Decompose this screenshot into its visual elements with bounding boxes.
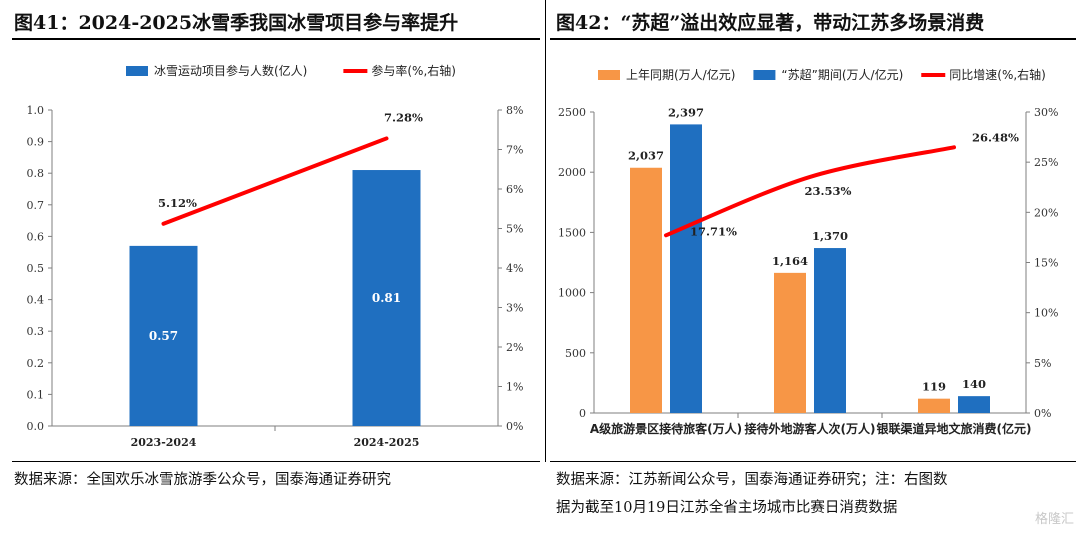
bar-data-label: 2,397 xyxy=(668,105,704,119)
bar xyxy=(630,167,662,413)
x-category-label: A级旅游景区接待旅客(万人) xyxy=(590,421,742,436)
bar-data-label: 119 xyxy=(922,380,946,394)
y-right-tick-label: 7% xyxy=(506,144,523,157)
line-data-label: 23.53% xyxy=(805,184,852,198)
y-right-tick-label: 6% xyxy=(506,183,523,196)
line-series xyxy=(664,145,956,238)
y-left-tick-label: 1.0 xyxy=(27,104,45,117)
watermark: 格隆汇 xyxy=(1034,512,1074,527)
left-chart: 0.0 0.1 0.2 0.3 0.4 0.5 0.6 0.7 0.8 0.9 1.0 0% 1% 2% 3… xyxy=(27,63,524,449)
y-right-tick-label: 15% xyxy=(1034,257,1058,270)
bar-data-label: 2,037 xyxy=(628,149,664,163)
y-left-tick-label: 2000 xyxy=(558,166,586,179)
legend-label: 冰雪运动项目参与人数(亿人) xyxy=(154,63,307,78)
legend-swatch-bar xyxy=(598,70,620,80)
bar xyxy=(958,396,990,413)
bar-data-label: 1,164 xyxy=(772,254,808,268)
x-category-label: 银联渠道异地文旅消费(亿元) xyxy=(877,421,1032,436)
y-left-tick-label: 0.8 xyxy=(27,167,45,180)
y-left-tick-label: 0.9 xyxy=(27,136,45,149)
y-right-tick-label: 10% xyxy=(1034,307,1058,320)
y-right-tick-label: 4% xyxy=(506,262,523,275)
line-series xyxy=(161,136,389,226)
bar-data-label: 0.81 xyxy=(372,291,401,305)
bar-data-label: 1,370 xyxy=(812,229,848,243)
y-left-tick-label: 1000 xyxy=(558,287,586,300)
bar xyxy=(774,272,806,413)
y-left-tick-label: 0.2 xyxy=(27,357,45,370)
y-left-tick-label: 2500 xyxy=(558,106,586,119)
bar xyxy=(129,245,198,426)
legend-swatch-bar xyxy=(126,66,148,76)
bar xyxy=(352,170,421,426)
right-panel: 图42：“苏超”溢出效应显著，带动江苏多场景消费 0 500 1000 1500 200… xyxy=(546,0,1080,535)
right-chart-title: 图42：“苏超”溢出效应显著，带动江苏多场景消费 xyxy=(556,12,985,34)
y-left-tick-label: 0.6 xyxy=(27,230,45,243)
y-right-tick-label: 8% xyxy=(506,104,523,117)
y-right-tick-label: 25% xyxy=(1034,156,1058,169)
y-right-tick-label: 2% xyxy=(506,341,523,354)
bar-data-label: 140 xyxy=(962,377,986,391)
left-title-rule xyxy=(12,38,540,40)
line-data-label: 26.48% xyxy=(972,130,1019,144)
left-panel: 图41：2024-2025冰雪季我国冰雪项目参与率提升 0.0 0.1 0.2 0.3… xyxy=(12,12,540,488)
x-category-label: 2024-2025 xyxy=(354,436,420,449)
y-right-tick-label: 1% xyxy=(506,381,523,394)
x-category-label: 2023-2024 xyxy=(131,436,197,449)
legend-swatch-bar xyxy=(753,70,776,80)
bar xyxy=(918,398,950,413)
y-left-tick-label: 0.0 xyxy=(27,420,45,433)
line-data-label: 5.12% xyxy=(158,196,197,210)
legend-label: 同比增速(%,右轴) xyxy=(949,67,1046,82)
legend-label: “苏超”期间(万人/亿元) xyxy=(781,67,903,82)
right-source-line1: 数据来源：江苏新闻公众号，国泰海通证券研究；注：右图数 xyxy=(556,472,948,488)
legend-label: 上年同期(万人/亿元) xyxy=(626,67,735,82)
left-source: 数据来源：全国欢乐冰雪旅游季公众号，国泰海通证券研究 xyxy=(14,472,391,488)
y-left-tick-label: 0.4 xyxy=(27,294,45,307)
y-left-tick-label: 500 xyxy=(565,347,586,360)
y-right-tick-label: 0% xyxy=(506,420,523,433)
panel-divider xyxy=(545,0,546,462)
bar xyxy=(814,248,846,413)
line-data-label: 17.71% xyxy=(690,224,737,238)
y-left-tick-label: 0 xyxy=(579,407,586,420)
bar xyxy=(670,124,702,414)
y-right-tick-label: 20% xyxy=(1034,206,1058,219)
right-chart: 0 500 1000 1500 2000 2500 0% 5% 10% 15% 20% 25% 30% A… xyxy=(558,67,1058,436)
right-source-rule xyxy=(550,461,1076,462)
right-source-line2: 据为截至10月19日江苏全省主场城市比赛日消费数据 xyxy=(556,500,898,516)
y-right-tick-label: 30% xyxy=(1034,106,1058,119)
left-chart-title: 图41：2024-2025冰雪季我国冰雪项目参与率提升 xyxy=(14,12,459,34)
legend-label: 参与率(%,右轴) xyxy=(371,63,456,78)
y-left-tick-label: 0.5 xyxy=(27,262,45,275)
y-left-tick-label: 0.3 xyxy=(27,325,45,338)
bar-data-label: 0.57 xyxy=(149,329,178,343)
right-title-rule xyxy=(550,38,1076,40)
y-right-tick-label: 0% xyxy=(1034,407,1051,420)
y-right-tick-label: 5% xyxy=(1034,357,1051,370)
y-left-tick-label: 1500 xyxy=(558,226,586,239)
left-source-rule xyxy=(12,461,540,462)
y-right-tick-label: 5% xyxy=(506,223,523,236)
x-category-label: 接待外地游客人次(万人) xyxy=(745,421,876,436)
y-left-tick-label: 0.1 xyxy=(27,388,45,401)
line-data-label: 7.28% xyxy=(384,110,423,124)
y-right-tick-label: 3% xyxy=(506,302,523,315)
y-left-tick-label: 0.7 xyxy=(27,199,45,212)
